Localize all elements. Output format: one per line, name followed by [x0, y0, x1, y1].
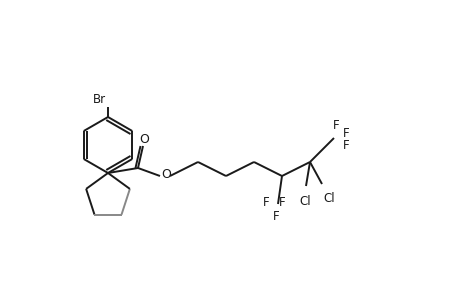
Text: O: O: [161, 169, 171, 182]
Text: Cl: Cl: [323, 192, 334, 205]
Text: F: F: [278, 196, 285, 208]
Text: F: F: [262, 196, 269, 208]
Text: F: F: [342, 127, 348, 140]
Text: O: O: [139, 133, 149, 146]
Text: F: F: [272, 209, 279, 223]
Text: Cl: Cl: [298, 195, 310, 208]
Text: F: F: [342, 139, 348, 152]
Text: Br: Br: [93, 92, 106, 106]
Text: F: F: [332, 118, 339, 131]
